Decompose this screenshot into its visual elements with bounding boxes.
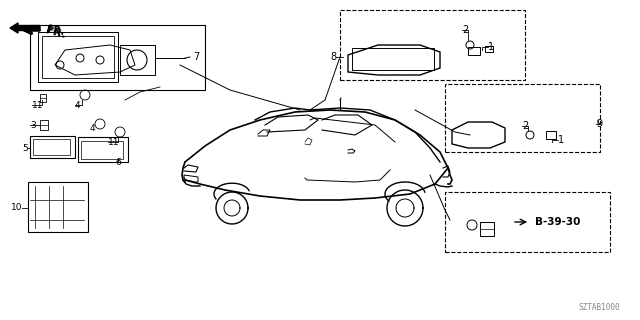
FancyArrow shape (10, 23, 40, 33)
Text: 9: 9 (596, 119, 602, 129)
Bar (42, 36, 114, 78)
Bar (78, 137, 128, 162)
Bar (445, 84, 600, 152)
Text: SZTAB1000: SZTAB1000 (579, 303, 620, 312)
Text: FR.: FR. (44, 26, 67, 41)
Text: 4: 4 (75, 100, 81, 109)
Bar (120, 45, 155, 75)
Text: 1: 1 (488, 42, 494, 52)
Text: 4: 4 (90, 124, 95, 132)
Bar (340, 10, 525, 80)
Bar (30, 136, 75, 158)
Bar (30, 25, 205, 90)
Text: 10: 10 (10, 204, 22, 212)
Text: 7: 7 (193, 52, 199, 62)
Text: 2: 2 (522, 121, 528, 131)
Bar (546, 131, 556, 139)
Bar (38, 32, 118, 82)
Text: 6: 6 (115, 157, 121, 166)
Text: 2: 2 (462, 25, 468, 35)
Bar (480, 222, 494, 236)
Text: FR.: FR. (46, 25, 65, 37)
Text: 11: 11 (108, 138, 120, 147)
Text: 3: 3 (30, 121, 36, 130)
Bar (40, 120, 48, 130)
Bar (40, 94, 46, 102)
Bar (445, 192, 610, 252)
Bar (33, 139, 70, 155)
Bar (28, 182, 88, 232)
Text: 11: 11 (32, 100, 44, 109)
Bar (485, 46, 493, 52)
Text: 8: 8 (330, 52, 336, 62)
Text: 1: 1 (558, 135, 564, 145)
Bar (352, 48, 434, 70)
Bar (468, 47, 480, 55)
Bar (81, 141, 123, 159)
Text: B-39-30: B-39-30 (535, 217, 580, 227)
Text: 5: 5 (22, 143, 28, 153)
